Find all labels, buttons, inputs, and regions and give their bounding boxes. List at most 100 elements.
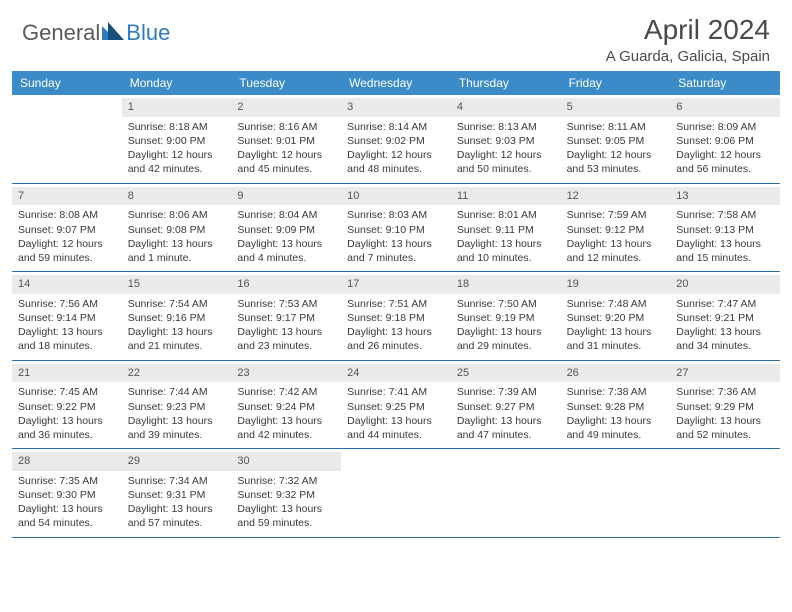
day-number: 23 — [231, 364, 341, 383]
day-number: 6 — [670, 98, 780, 117]
day-number: 10 — [341, 187, 451, 206]
daylight-text: Daylight: 13 hours and 39 minutes. — [128, 414, 226, 442]
daylight-text: Daylight: 13 hours and 36 minutes. — [18, 414, 116, 442]
daylight-text: Daylight: 13 hours and 10 minutes. — [457, 237, 555, 265]
daylight-text: Daylight: 12 hours and 48 minutes. — [347, 148, 445, 176]
day-cell: 29Sunrise: 7:34 AMSunset: 9:31 PMDayligh… — [122, 449, 232, 537]
day-cell: 30 Sunrise: 7:32 AMSunset: 9:32 PMDayligh… — [231, 449, 341, 537]
sunrise-text: Sunrise: 7:39 AM — [457, 385, 555, 399]
day-number: 15 — [122, 275, 232, 294]
sunset-text: Sunset: 9:05 PM — [567, 134, 665, 148]
sunrise-text: Sunrise: 7:56 AM — [18, 297, 116, 311]
sunrise-text: Sunrise: 8:11 AM — [567, 120, 665, 134]
day-number: 5 — [561, 98, 671, 117]
sunset-text: Sunset: 9:13 PM — [676, 223, 774, 237]
daylight-text: Daylight: 13 hours and 57 minutes. — [128, 502, 226, 530]
week-row: 1Sunrise: 8:18 AMSunset: 9:00 PMDaylight… — [12, 95, 780, 184]
daylight-text: Daylight: 13 hours and 29 minutes. — [457, 325, 555, 353]
sunrise-text: Sunrise: 7:32 AM — [237, 474, 335, 488]
sunset-text: Sunset: 9:21 PM — [676, 311, 774, 325]
location-text: A Guarda, Galicia, Spain — [606, 48, 770, 65]
day-cell — [12, 95, 122, 183]
sunset-text: Sunset: 9:29 PM — [676, 400, 774, 414]
day-number: 24 — [341, 364, 451, 383]
sunset-text: Sunset: 9:27 PM — [457, 400, 555, 414]
sunrise-text: Sunrise: 8:16 AM — [237, 120, 335, 134]
sunset-text: Sunset: 9:31 PM — [128, 488, 226, 502]
sunset-text: Sunset: 9:16 PM — [128, 311, 226, 325]
sunset-text: Sunset: 9:07 PM — [18, 223, 116, 237]
day-number: 4 — [451, 98, 561, 117]
sunrise-text: Sunrise: 8:13 AM — [457, 120, 555, 134]
day-cell: 28Sunrise: 7:35 AMSunset: 9:30 PMDayligh… — [12, 449, 122, 537]
sunset-text: Sunset: 9:08 PM — [128, 223, 226, 237]
sunrise-text: Sunrise: 8:03 AM — [347, 208, 445, 222]
day-cell — [341, 449, 451, 537]
brand-triangle-icon — [102, 22, 124, 45]
weekday-header-row: Sunday Monday Tuesday Wednesday Thursday… — [12, 71, 780, 95]
day-number: 16 — [231, 275, 341, 294]
day-number: 28 — [12, 452, 122, 471]
sunset-text: Sunset: 9:28 PM — [567, 400, 665, 414]
sunrise-text: Sunrise: 8:18 AM — [128, 120, 226, 134]
weeks-container: 1Sunrise: 8:18 AMSunset: 9:00 PMDaylight… — [12, 95, 780, 538]
day-number: 1 — [122, 98, 232, 117]
sunrise-text: Sunrise: 7:45 AM — [18, 385, 116, 399]
day-number: 21 — [12, 364, 122, 383]
day-number: 25 — [451, 364, 561, 383]
sunset-text: Sunset: 9:02 PM — [347, 134, 445, 148]
day-cell: 18Sunrise: 7:50 AMSunset: 9:19 PMDayligh… — [451, 272, 561, 360]
daylight-text: Daylight: 13 hours and 59 minutes. — [237, 502, 335, 530]
week-row: 7Sunrise: 8:08 AMSunset: 9:07 PMDaylight… — [12, 184, 780, 273]
day-number: 7 — [12, 187, 122, 206]
sunrise-text: Sunrise: 8:09 AM — [676, 120, 774, 134]
sunset-text: Sunset: 9:23 PM — [128, 400, 226, 414]
daylight-text: Daylight: 13 hours and 42 minutes. — [237, 414, 335, 442]
day-cell: 10Sunrise: 8:03 AMSunset: 9:10 PMDayligh… — [341, 184, 451, 272]
sunrise-text: Sunrise: 7:38 AM — [567, 385, 665, 399]
sunset-text: Sunset: 9:11 PM — [457, 223, 555, 237]
day-number: 9 — [231, 187, 341, 206]
day-cell: 4 Sunrise: 8:13 AMSunset: 9:03 PMDaylight… — [451, 95, 561, 183]
day-cell: 26 Sunrise: 7:38 AMSunset: 9:28 PMDayligh… — [561, 361, 671, 449]
day-number: 2 — [231, 98, 341, 117]
sunrise-text: Sunrise: 7:36 AM — [676, 385, 774, 399]
sunset-text: Sunset: 9:17 PM — [237, 311, 335, 325]
sunrise-text: Sunrise: 7:34 AM — [128, 474, 226, 488]
day-cell: 1Sunrise: 8:18 AMSunset: 9:00 PMDaylight… — [122, 95, 232, 183]
daylight-text: Daylight: 13 hours and 49 minutes. — [567, 414, 665, 442]
day-cell: 23Sunrise: 7:42 AMSunset: 9:24 PMDayligh… — [231, 361, 341, 449]
weekday-thursday: Thursday — [451, 71, 561, 95]
day-number: 19 — [561, 275, 671, 294]
daylight-text: Daylight: 13 hours and 4 minutes. — [237, 237, 335, 265]
sunrise-text: Sunrise: 7:47 AM — [676, 297, 774, 311]
sunset-text: Sunset: 9:14 PM — [18, 311, 116, 325]
daylight-text: Daylight: 12 hours and 42 minutes. — [128, 148, 226, 176]
weekday-sunday: Sunday — [12, 71, 122, 95]
weekday-monday: Monday — [122, 71, 232, 95]
daylight-text: Daylight: 13 hours and 15 minutes. — [676, 237, 774, 265]
day-cell: 5Sunrise: 8:11 AMSunset: 9:05 PMDaylight… — [561, 95, 671, 183]
sunset-text: Sunset: 9:22 PM — [18, 400, 116, 414]
sunset-text: Sunset: 9:01 PM — [237, 134, 335, 148]
brand-logo: General Blue — [22, 14, 170, 46]
daylight-text: Daylight: 13 hours and 18 minutes. — [18, 325, 116, 353]
page-header: General Blue April 2024 A Guarda, Galici… — [0, 0, 792, 71]
sunrise-text: Sunrise: 7:44 AM — [128, 385, 226, 399]
sunrise-text: Sunrise: 7:48 AM — [567, 297, 665, 311]
daylight-text: Daylight: 13 hours and 54 minutes. — [18, 502, 116, 530]
day-cell — [561, 449, 671, 537]
day-number: 26 — [561, 364, 671, 383]
day-number: 12 — [561, 187, 671, 206]
sunset-text: Sunset: 9:32 PM — [237, 488, 335, 502]
daylight-text: Daylight: 12 hours and 50 minutes. — [457, 148, 555, 176]
weekday-friday: Friday — [561, 71, 671, 95]
sunset-text: Sunset: 9:03 PM — [457, 134, 555, 148]
day-number: 3 — [341, 98, 451, 117]
sunrise-text: Sunrise: 8:04 AM — [237, 208, 335, 222]
day-cell: 9Sunrise: 8:04 AMSunset: 9:09 PMDaylight… — [231, 184, 341, 272]
weekday-saturday: Saturday — [670, 71, 780, 95]
day-number: 30 — [231, 452, 341, 471]
sunset-text: Sunset: 9:10 PM — [347, 223, 445, 237]
sunrise-text: Sunrise: 7:51 AM — [347, 297, 445, 311]
